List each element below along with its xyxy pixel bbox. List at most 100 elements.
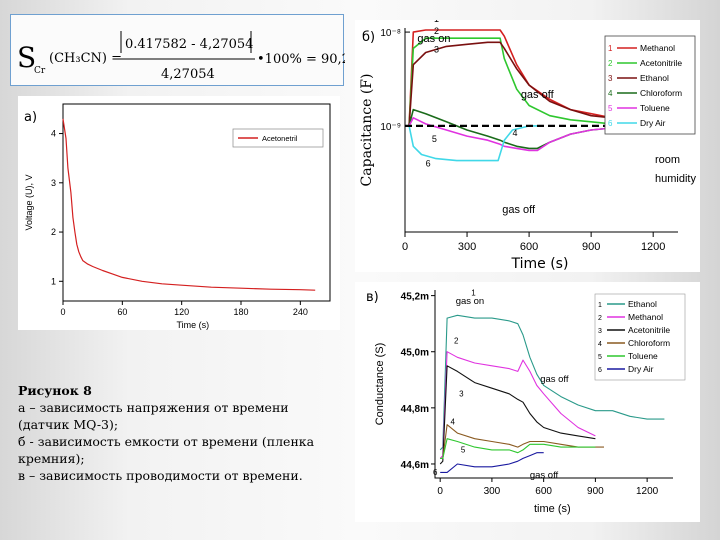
caption-line-2: (датчик MQ-3); (18, 417, 119, 432)
curve-number-b: 1 (434, 20, 439, 24)
x-tick-label-v: 900 (587, 486, 604, 497)
x-tick-label-b: 300 (458, 241, 476, 253)
curve-number-v: 3 (459, 390, 464, 399)
label-b: б) (362, 30, 376, 45)
panel-v: 0 300 600 900 1200 44,6m 44,8m 45,0m 45,2m time (… (355, 282, 700, 522)
legend-label-b: Chloroform (640, 88, 682, 98)
legend-label-b: Methanol (640, 43, 675, 53)
formula-symbol: S (17, 41, 36, 74)
x-tick-label-b: 900 (582, 241, 600, 253)
caption-line-1: а – зависимость напряжения от времени (18, 400, 289, 415)
legend-label-acetonetril: Acetonetril (262, 134, 298, 143)
legend-label-b: Toluene (640, 103, 670, 113)
chart-v-svg: 0 300 600 900 1200 44,6m 44,8m 45,0m 45,2m time (… (374, 289, 686, 515)
legend-box-b (604, 35, 696, 135)
formula-arg: (CH₃CN) = (49, 51, 122, 66)
legend-label-v: Toluene (628, 351, 658, 361)
legend-number-b: 2 (608, 59, 613, 68)
panel-a: 0 60 120 180 240 1 2 3 4 Time (s) Voltage (U), V Ac… (18, 96, 340, 330)
annotation-gas-off-b: gas off (521, 89, 555, 101)
curve-number-v: 6 (433, 468, 438, 477)
annotation-gas-on-b: gas on (417, 33, 450, 45)
caption-line-3: б - зависимость емкости от времени (плен… (18, 434, 315, 449)
curve-number-v: 1 (471, 289, 476, 298)
x-tick-label-b: 0 (402, 241, 408, 253)
curve-number-b: 2 (434, 26, 439, 36)
annotation-gas-on-v: gas on (456, 296, 485, 307)
formula-denominator: 4,27054 (161, 67, 215, 82)
annotation-gas-off-2-v: gas off (530, 470, 559, 481)
curve-number-b: 5 (432, 134, 437, 144)
series-line-v-chloroform (440, 424, 604, 459)
y-axis-label-b: Capacitance (F) (359, 74, 375, 187)
legend-number-v: 2 (598, 315, 602, 322)
x-tick-label-v: 1200 (636, 486, 659, 497)
annotation-humidity-b: humidity (655, 173, 696, 185)
formula-sub: Cr (34, 66, 46, 76)
series-line-v-acetonitrile (439, 365, 596, 465)
label-v: в) (366, 290, 379, 305)
series-line-acetonetril (62, 118, 316, 291)
y-axis-label-a: Voltage (U), V (24, 174, 34, 230)
series-line-v-toluene (440, 438, 596, 459)
x-tick-label-b: 600 (520, 241, 538, 253)
x-tick-label-a: 60 (117, 307, 127, 317)
y-tick-label-a: 4 (51, 129, 56, 139)
caption-title: Рисунок 8 (18, 383, 92, 398)
formula-result: •100% = 90,2% (257, 52, 345, 67)
curve-number-v: 2 (454, 336, 459, 345)
curve-number-b: 4 (513, 128, 518, 138)
legend-number-v: 3 (598, 328, 602, 335)
legend-label-b: Acetonitrile (640, 58, 682, 68)
formula-numerator: 0.417582 - 4,27054 (125, 37, 253, 52)
y-tick-label-b: 10⁻⁸ (380, 28, 401, 39)
y-tick-label-v: 44,8m (401, 404, 429, 415)
legend-number-b: 3 (608, 74, 613, 83)
axes-v (434, 290, 673, 479)
curve-number-b: 6 (426, 159, 431, 169)
label-a: а) (24, 110, 38, 125)
curve-number-b: 3 (434, 44, 439, 54)
x-tick-label-a: 180 (233, 307, 248, 317)
formula-svg: S Cr (CH₃CN) = 0.417582 - 4,27054 4,2705… (17, 31, 345, 82)
legend-label-b: Dry Air (640, 118, 666, 128)
x-tick-label-v: 0 (437, 486, 443, 497)
x-axis-label-a: Time (s) (177, 320, 210, 330)
legend-label-v: Methanol (628, 312, 663, 322)
curve-number-v: 5 (461, 446, 466, 455)
plot-frame-a (62, 103, 331, 302)
x-tick-label-b: 1200 (641, 241, 665, 253)
x-tick-label-v: 300 (484, 486, 501, 497)
legend-number-v: 4 (598, 341, 602, 348)
x-axis-label-v: time (s) (534, 503, 571, 515)
annotation-gas-off-v: gas off (540, 374, 569, 385)
legend-label-v: Ethanol (628, 299, 657, 309)
y-tick-label-b: 10⁻⁹ (380, 122, 401, 133)
annotation-gas-off-2-b: gas off (502, 204, 536, 216)
legend-label-b: Ethanol (640, 73, 669, 83)
y-tick-label-a: 2 (51, 227, 56, 237)
legend-number-b: 5 (608, 104, 613, 113)
legend-number-b: 4 (608, 89, 613, 98)
caption-line-5: в – зависимость проводимости от времени. (18, 468, 303, 483)
x-tick-label-a: 120 (174, 307, 189, 317)
legend-label-v: Dry Air (628, 364, 654, 374)
series-line-v-methanol (439, 351, 596, 459)
y-tick-label-v: 45,0m (401, 348, 429, 359)
legend-number-b: 1 (608, 44, 613, 53)
formula-box: S Cr (CH₃CN) = 0.417582 - 4,27054 4,2705… (10, 14, 345, 86)
legend-label-v: Chloroform (628, 338, 670, 348)
chart-a-svg: 0 60 120 180 240 1 2 3 4 Time (s) Voltage (U), V Ac… (24, 103, 331, 330)
chart-b-svg: 0 300 600 900 1200 10⁻⁹ 10⁻⁸ Time (s) Capacitanc… (359, 14, 696, 272)
x-tick-label-a: 0 (60, 307, 65, 317)
x-tick-label-v: 600 (535, 486, 552, 497)
legend-number-b: 6 (608, 119, 613, 128)
x-tick-label-a: 240 (293, 307, 308, 317)
figure-caption: Рисунок 8 а – зависимость напряжения от … (18, 382, 338, 484)
caption-line-4: кремния); (18, 451, 85, 466)
legend-label-v: Acetonitrile (628, 325, 670, 335)
legend-box-a (232, 128, 324, 148)
annotation-room-b: room (655, 154, 680, 166)
legend-number-v: 5 (598, 354, 602, 361)
